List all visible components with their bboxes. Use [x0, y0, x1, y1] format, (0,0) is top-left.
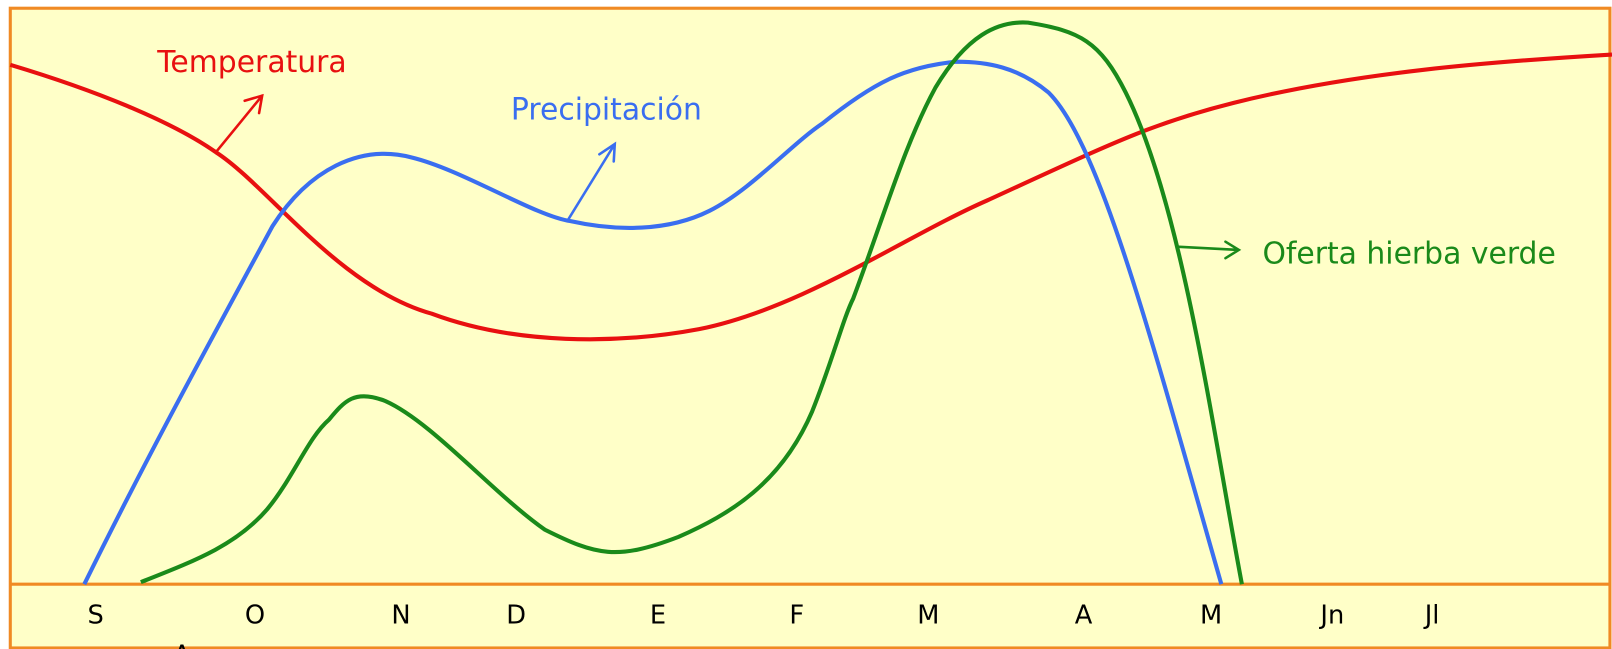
precipitation-curve — [82, 59, 1224, 586]
frame — [8, 6, 1612, 649]
month-label: S — [87, 600, 103, 630]
month-label: N — [391, 600, 410, 630]
pointers — [214, 93, 1242, 260]
month-label: Jn — [1318, 600, 1344, 630]
month-label: E — [650, 600, 666, 630]
temperature-curve — [9, 52, 1612, 342]
precipitation-pointer — [567, 141, 617, 221]
month-label: M — [1200, 600, 1222, 630]
month-label: A — [1075, 600, 1093, 630]
month-label: F — [789, 600, 804, 630]
month-label: Jl — [1423, 600, 1440, 630]
grass-curve — [140, 20, 1244, 585]
month-labels: S O N D E F M A M Jn Jl — [87, 600, 1439, 630]
extra-label: A — [173, 640, 191, 649]
grass-pointer — [1177, 240, 1242, 260]
grass-label: Oferta hierba verde — [1262, 236, 1555, 271]
month-label: O — [245, 600, 265, 630]
temperature-pointer — [214, 93, 264, 154]
temperature-label: Temperatura — [156, 45, 346, 80]
precipitation-label: Precipitación — [511, 92, 702, 127]
month-label: D — [506, 600, 526, 630]
month-label: M — [917, 600, 939, 630]
